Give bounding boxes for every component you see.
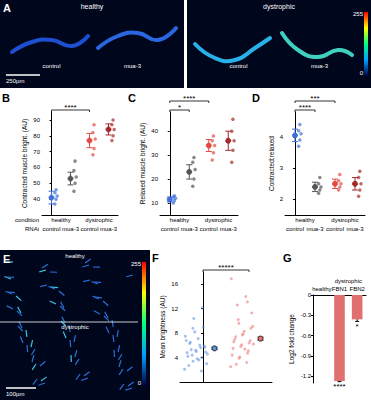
svg-text:control: control: [42, 226, 60, 232]
svg-text:90: 90: [33, 117, 40, 123]
svg-text:G: G: [283, 252, 292, 264]
svg-text:healthy: healthy: [51, 217, 70, 223]
svg-text:mua-3: mua-3: [181, 226, 199, 232]
svg-text:dystrophic: dystrophic: [85, 217, 112, 223]
svg-text:0: 0: [138, 380, 142, 386]
svg-text:control: control: [161, 226, 179, 232]
svg-text:60: 60: [33, 164, 40, 170]
svg-text:condition: condition: [15, 217, 39, 223]
svg-text:***: ***: [310, 94, 319, 103]
svg-text:control: control: [230, 63, 248, 69]
svg-text:Contracted:relaxed: Contracted:relaxed: [268, 136, 275, 191]
svg-text:D: D: [252, 92, 260, 104]
svg-text:mua-3: mua-3: [62, 226, 80, 232]
svg-text:4: 4: [175, 355, 179, 361]
svg-text:70: 70: [33, 149, 40, 155]
svg-text:20: 20: [151, 176, 158, 182]
svg-text:healthy: healthy: [65, 253, 84, 259]
svg-text:control: control: [200, 226, 218, 232]
svg-text:dystrophic: dystrophic: [263, 3, 295, 11]
svg-text:mua-3: mua-3: [220, 226, 238, 232]
svg-text:A: A: [3, 2, 11, 14]
svg-text:Contracted muscle bright. (AU): Contracted muscle bright. (AU): [21, 119, 29, 208]
svg-text:-0.6: -0.6: [301, 333, 312, 339]
svg-text:B: B: [2, 92, 10, 104]
svg-text:dystrophic: dystrophic: [205, 217, 232, 223]
svg-text:Mean brightness (AU): Mean brightness (AU): [159, 295, 167, 358]
svg-text:****: ****: [183, 94, 195, 103]
svg-text:255: 255: [131, 261, 142, 267]
svg-text:E: E: [3, 253, 10, 265]
svg-text:*****: *****: [218, 263, 234, 272]
svg-text:mua-3: mua-3: [100, 226, 118, 232]
svg-text:healthy: healthy: [312, 286, 331, 292]
svg-text:control: control: [80, 226, 98, 232]
svg-text:2: 2: [280, 196, 284, 202]
svg-text:0: 0: [308, 292, 312, 298]
svg-text:50: 50: [33, 180, 40, 186]
svg-text:16: 16: [171, 281, 178, 287]
svg-text:dystrophic: dystrophic: [331, 217, 358, 223]
svg-text:8: 8: [175, 330, 179, 336]
svg-text:80: 80: [33, 133, 40, 139]
svg-text:*: *: [356, 322, 359, 331]
svg-text:control: control: [326, 226, 344, 232]
svg-text:255: 255: [353, 11, 364, 17]
svg-text:mua-3: mua-3: [306, 226, 324, 232]
svg-text:12: 12: [171, 306, 178, 312]
svg-text:mua-3: mua-3: [124, 63, 142, 69]
svg-text:dystrophic: dystrophic: [61, 324, 88, 330]
svg-text:FBN1: FBN1: [332, 286, 348, 292]
svg-text:40: 40: [33, 196, 40, 202]
svg-text:*: *: [178, 103, 181, 112]
svg-text:healthy: healthy: [170, 217, 189, 223]
svg-text:Log2 fold change: Log2 fold change: [288, 314, 296, 364]
svg-text:RNAi: RNAi: [25, 226, 39, 232]
svg-text:****: ****: [333, 382, 345, 391]
svg-text:3: 3: [280, 165, 284, 171]
svg-text:healthy: healthy: [81, 3, 104, 11]
svg-text:Relaxed muscle bright. (AU): Relaxed muscle bright. (AU): [139, 123, 147, 204]
svg-text:dystrophic: dystrophic: [335, 278, 362, 284]
svg-text:****: ****: [299, 103, 311, 112]
svg-text:4: 4: [280, 134, 284, 140]
svg-text:control: control: [43, 63, 61, 69]
svg-text:healthy: healthy: [295, 217, 314, 223]
svg-text:100µm: 100µm: [6, 391, 24, 397]
svg-text:F: F: [152, 252, 159, 264]
svg-text:-0.9: -0.9: [301, 353, 312, 359]
svg-text:FBN2: FBN2: [349, 286, 365, 292]
svg-text:control: control: [286, 226, 304, 232]
svg-text:0: 0: [360, 70, 364, 76]
svg-text:-1.2: -1.2: [301, 373, 312, 379]
svg-text:10: 10: [151, 200, 158, 206]
svg-text:****: ****: [64, 103, 76, 112]
svg-text:mua-3: mua-3: [346, 226, 364, 232]
svg-text:mua-3: mua-3: [311, 63, 329, 69]
svg-text:C: C: [128, 92, 136, 104]
svg-text:40: 40: [151, 128, 158, 134]
svg-text:30: 30: [151, 152, 158, 158]
svg-text:250µm: 250µm: [6, 78, 24, 84]
svg-text:-0.3: -0.3: [301, 312, 312, 318]
